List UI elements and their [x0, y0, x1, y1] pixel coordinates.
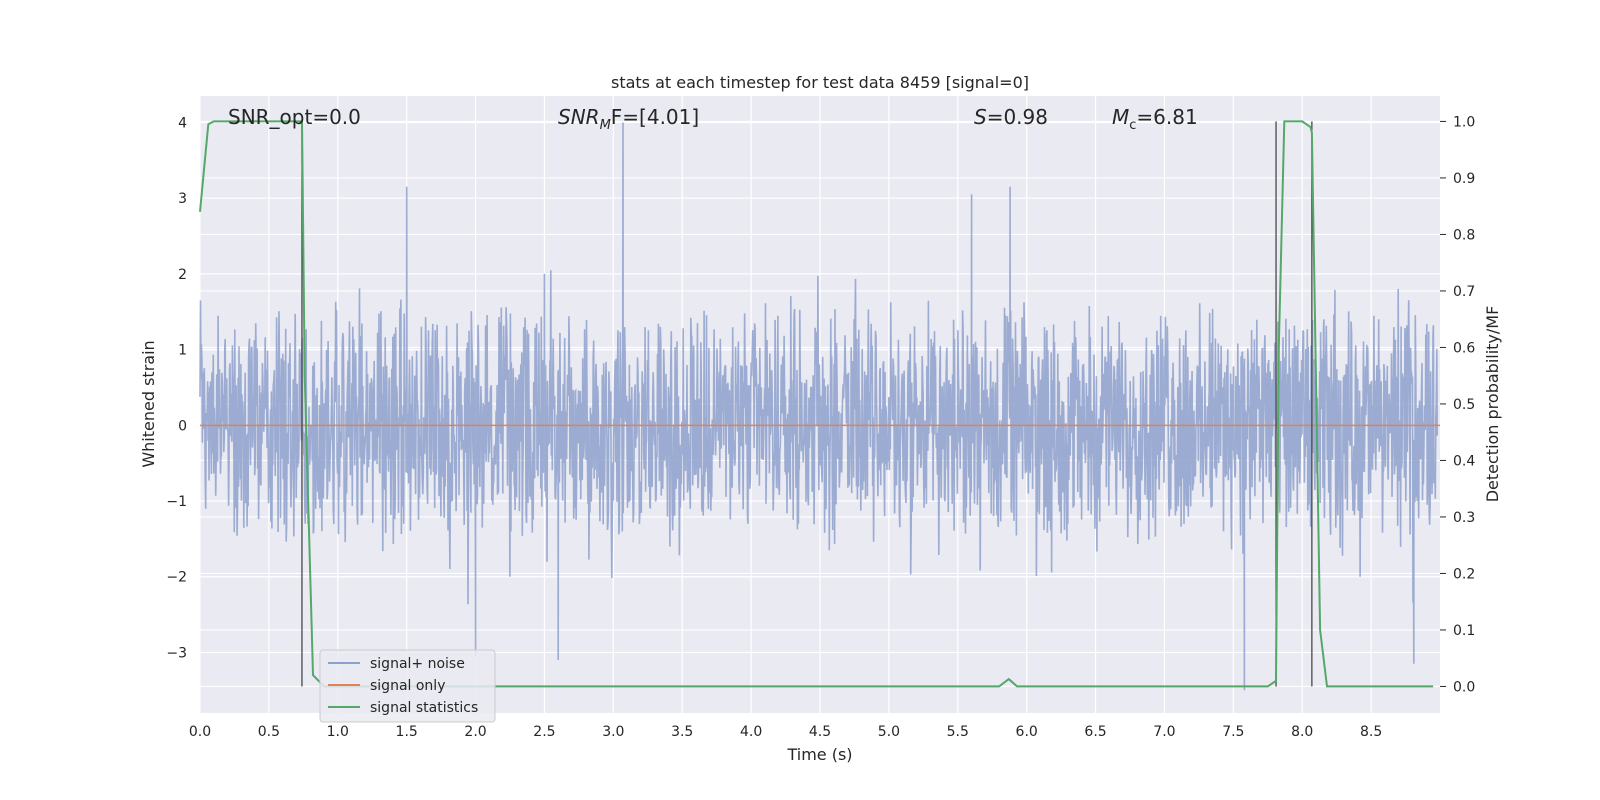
x-tick-label: 5.5 [947, 724, 969, 740]
y-axis-right-label: Detection probability/MF [1483, 306, 1502, 503]
x-tick-label: 7.5 [1222, 724, 1244, 740]
y-tick-label: 4 [178, 115, 187, 131]
ticks: 0.0 0.5 1.0 1.5 2.0 2.5 3.0 3.5 4.0 4.5 5.0 5.5 6.0 6… [166, 114, 1475, 740]
legend-label-signal-noise: signal+ noise [370, 656, 465, 672]
x-tick-label: 1.5 [396, 724, 418, 740]
y-right-tick-label: 0.9 [1453, 171, 1475, 187]
y-tick-label: 2 [178, 267, 187, 283]
x-tick-label: 0.5 [258, 724, 280, 740]
annotation-snr-mf: SNRMF=[4.01] [558, 105, 699, 133]
legend-label-signal-statistics: signal statistics [370, 700, 478, 716]
legend: signal+ noise signal only signal statist… [319, 649, 496, 723]
y-tick-label: 1 [178, 343, 187, 359]
signal-noise-line [199, 122, 1438, 691]
x-tick-label: 4.0 [740, 724, 762, 740]
annotation-s-rest: =0.98 [987, 105, 1048, 129]
y-right-tick-label: 0.3 [1453, 510, 1475, 526]
annotation-mc-sub: c [1129, 118, 1136, 133]
x-tick-label: 5.0 [878, 724, 900, 740]
annotation-snr-mf-sub: M [600, 118, 611, 133]
annotation-s-italic: S [974, 105, 987, 129]
x-tick-label: 2.0 [464, 724, 486, 740]
y-tick-label: −2 [166, 570, 187, 586]
chart-title: stats at each timestep for test data 845… [611, 73, 1029, 92]
y-right-tick-label: 0.1 [1453, 623, 1475, 639]
legend-box [319, 649, 496, 723]
x-axis-label: Time (s) [786, 745, 852, 764]
y-right-tick-label: 0.7 [1453, 284, 1475, 300]
x-tick-label: 8.5 [1360, 724, 1382, 740]
x-tick-label: 1.0 [327, 724, 349, 740]
noise-series [199, 122, 1438, 691]
annotation-snr-mf-rest: F=[4.01] [611, 105, 699, 129]
y-tick-label: −3 [166, 645, 187, 661]
annotation-snr-mf-main: SNR [558, 105, 600, 129]
y-tick-label: −1 [166, 494, 187, 510]
y-right-tick-label: 0.6 [1453, 340, 1475, 356]
x-tick-label: 2.5 [533, 724, 555, 740]
legend-label-signal-only: signal only [370, 678, 445, 694]
y-right-tick-label: 0.5 [1453, 397, 1475, 413]
y-right-tick-label: 0.0 [1453, 679, 1475, 695]
x-tick-label: 7.0 [1153, 724, 1175, 740]
annotation-mc-italic: M [1112, 105, 1129, 129]
overlay-series [199, 120, 1440, 688]
y-right-tick-label: 1.0 [1453, 114, 1475, 130]
x-tick-label: 4.5 [809, 724, 831, 740]
annotation-mc-rest: =6.81 [1136, 105, 1197, 129]
y-tick-label: 3 [178, 191, 187, 207]
y-tick-label: 0 [178, 418, 187, 434]
annotation-mc: Mc=6.81 [1112, 105, 1198, 133]
x-tick-label: 6.0 [1016, 724, 1038, 740]
annotation-s: S=0.98 [974, 105, 1048, 129]
x-tick-label: 0.0 [189, 724, 211, 740]
x-tick-label: 8.0 [1291, 724, 1313, 740]
y-right-tick-label: 0.4 [1453, 453, 1475, 469]
signal-statistics-line [199, 120, 1434, 688]
y-right-tick-label: 0.2 [1453, 566, 1475, 582]
y-axis-label: Whitened strain [139, 340, 158, 467]
x-tick-label: 3.0 [602, 724, 624, 740]
x-tick-label: 6.5 [1084, 724, 1106, 740]
y-right-tick-label: 0.8 [1453, 227, 1475, 243]
annotation-snr-opt: SNR_opt=0.0 [228, 105, 361, 129]
x-tick-label: 3.5 [671, 724, 693, 740]
